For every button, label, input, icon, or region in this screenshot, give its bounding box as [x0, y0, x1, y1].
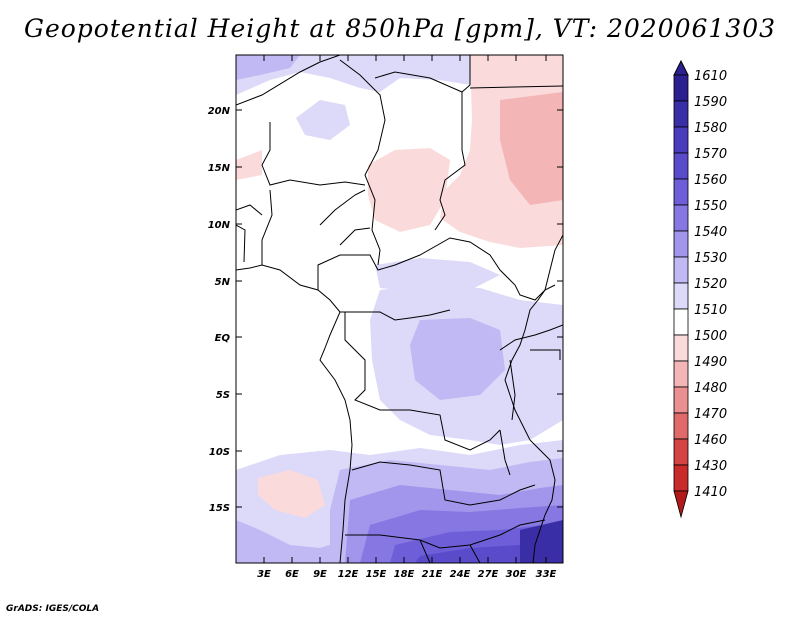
lon-label: 12E: [338, 569, 359, 580]
lat-label: 15S: [209, 503, 230, 514]
colorbar-swatch: [673, 360, 689, 388]
lat-label: 15N: [208, 163, 231, 174]
colorbar-swatch: [673, 438, 689, 466]
lon-label: 15E: [366, 569, 387, 580]
grads-credit: GrADS: IGES/COLA: [6, 604, 100, 614]
colorbar-swatch: [673, 334, 689, 362]
colorbar-label: 1540: [694, 225, 727, 240]
lon-label: 30E: [506, 569, 527, 580]
colorbar-swatch: [673, 464, 689, 492]
coastlines-and-borders: [236, 55, 563, 563]
colorbar-swatch: [673, 412, 689, 440]
colorbar-swatch: [673, 204, 689, 232]
lon-label: 18E: [394, 569, 415, 580]
colorbar-top-arrow: [673, 59, 689, 76]
colorbar-label: 1610: [694, 69, 727, 84]
lon-label: 3E: [257, 569, 271, 580]
colorbar-label: 1570: [694, 147, 727, 162]
colorbar-swatch: [673, 386, 689, 414]
latitude-axis: 20N 15N 10N 5N EQ 5S 10S 15S: [208, 106, 563, 514]
map-panel: [235, 54, 564, 564]
lon-label: 9E: [313, 569, 327, 580]
colorbar-swatch: [673, 126, 689, 154]
colorbar-label: 1560: [694, 173, 727, 188]
colorbar-label: 1470: [694, 407, 727, 422]
colorbar-label: 1500: [694, 329, 727, 344]
colorbar-swatch: [673, 308, 689, 336]
lon-label: 24E: [450, 569, 471, 580]
colorbar-swatch: [673, 100, 689, 128]
chart-title: Geopotential Height at 850hPa [gpm], VT:…: [23, 14, 777, 43]
colorbar-swatch: [673, 282, 689, 310]
colorbar-bottom-arrow: [673, 490, 689, 519]
colorbar-swatch: [673, 74, 689, 102]
lat-label: 10N: [208, 220, 231, 231]
colorbar-label: 1490: [694, 355, 727, 370]
colorbar-swatch: [673, 230, 689, 258]
colorbar-label: 1430: [694, 459, 727, 474]
colorbar-label: 1510: [694, 303, 727, 318]
colorbar-label: 1590: [694, 95, 727, 110]
colorbar-label: 1550: [694, 199, 727, 214]
colorbar-label: 1520: [694, 277, 727, 292]
lon-label: 27E: [478, 569, 499, 580]
colorbar-label: 1480: [694, 381, 727, 396]
longitude-axis: 3E 6E 9E 12E 15E 18E 21E 24E 27E 30E 33E: [257, 55, 557, 580]
lon-label: 21E: [422, 569, 443, 580]
lat-label: 20N: [208, 106, 231, 117]
colorbar-label: 1410: [694, 485, 727, 500]
lat-label: 10S: [209, 447, 230, 458]
lat-label: 5S: [216, 390, 230, 401]
colorbar-swatch: [673, 256, 689, 284]
colorbar-swatch: [673, 152, 689, 180]
lat-label: 5N: [215, 277, 231, 288]
colorbar: 1610 1590 1580 1570 1560 1550 1540 1530 1520 1510…: [673, 59, 727, 519]
lon-label: 33E: [536, 569, 557, 580]
lon-label: 6E: [285, 569, 299, 580]
lat-label: EQ: [215, 333, 231, 344]
colorbar-swatch: [673, 178, 689, 206]
colorbar-label: 1580: [694, 121, 727, 136]
map-frame: [235, 54, 564, 564]
height-field-shading: [236, 55, 563, 563]
colorbar-label: 1530: [694, 251, 727, 266]
colorbar-label: 1460: [694, 433, 727, 448]
